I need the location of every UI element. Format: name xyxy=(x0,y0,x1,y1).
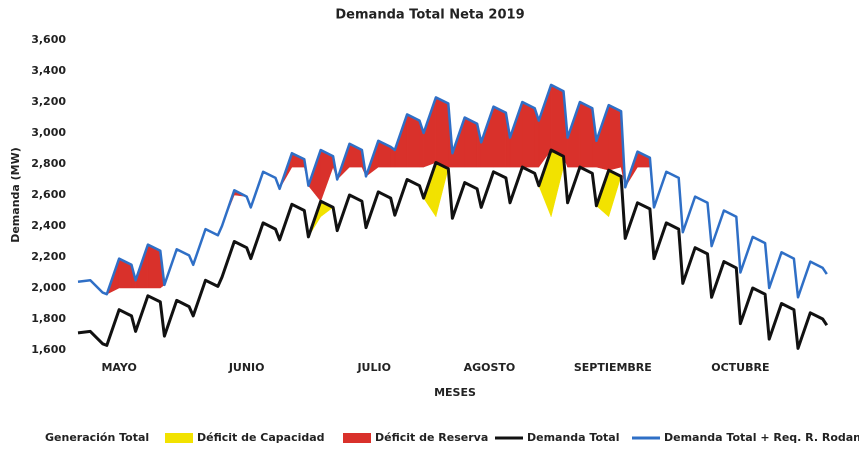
reserve-deficit xyxy=(423,97,437,168)
capacity-deficit xyxy=(608,169,622,217)
reserve-deficit xyxy=(320,149,334,202)
y-tick-label: 3,400 xyxy=(31,64,66,77)
x-tick-label: JUNIO xyxy=(228,361,265,374)
y-tick-label: 2,400 xyxy=(31,219,66,232)
reserve-deficit xyxy=(522,101,535,168)
capacity-deficit xyxy=(435,162,449,217)
y-tick-label: 1,800 xyxy=(31,312,66,325)
x-tick-label: AGOSTO xyxy=(464,361,516,374)
legend-label: Déficit de Capacidad xyxy=(197,431,325,444)
x-axis-label: MESES xyxy=(434,386,476,399)
reserve-deficit xyxy=(550,84,564,157)
x-tick-label: JULIO xyxy=(356,361,390,374)
legend-label: Demanda Total xyxy=(527,431,620,444)
legend-swatch xyxy=(165,433,193,443)
y-tick-label: 3,600 xyxy=(31,33,66,46)
legend: Generación Total Déficit de Capacidad Défi… xyxy=(45,431,859,444)
legend-swatch xyxy=(343,433,371,443)
chart-title: Demanda Total Neta 2019 xyxy=(335,8,524,23)
y-tick-label: 3,000 xyxy=(31,126,66,139)
reserve-deficit xyxy=(579,101,593,168)
reserve-deficit xyxy=(608,104,622,171)
y-axis-label: Demanda (MW) xyxy=(9,147,22,243)
series-line xyxy=(77,148,829,350)
series-line xyxy=(77,83,828,299)
capacity-deficit xyxy=(550,149,564,217)
x-tick-label: MAYO xyxy=(101,361,136,374)
legend-label: Generación Total xyxy=(45,431,149,444)
y-tick-label: 3,200 xyxy=(31,95,66,108)
reserve-deficit xyxy=(406,113,420,168)
y-tick-label: 2,600 xyxy=(31,188,66,201)
legend-label: Demanda Total + Req. R. Rodante xyxy=(664,431,859,444)
y-tick-label: 2,200 xyxy=(31,250,66,263)
reserve-deficit xyxy=(464,117,478,168)
y-tick-label: 1,600 xyxy=(31,343,66,356)
y-tick-label: 2,800 xyxy=(31,157,66,170)
x-tick-label: SEPTIEMBRE xyxy=(574,361,652,374)
reserve-deficit xyxy=(435,96,449,168)
x-tick-label: OCTUBRE xyxy=(711,361,769,374)
reserve-deficit xyxy=(493,106,507,168)
y-tick-label: 2,000 xyxy=(31,281,66,294)
legend-label: Déficit de Reserva xyxy=(375,431,488,444)
lines xyxy=(77,83,829,350)
